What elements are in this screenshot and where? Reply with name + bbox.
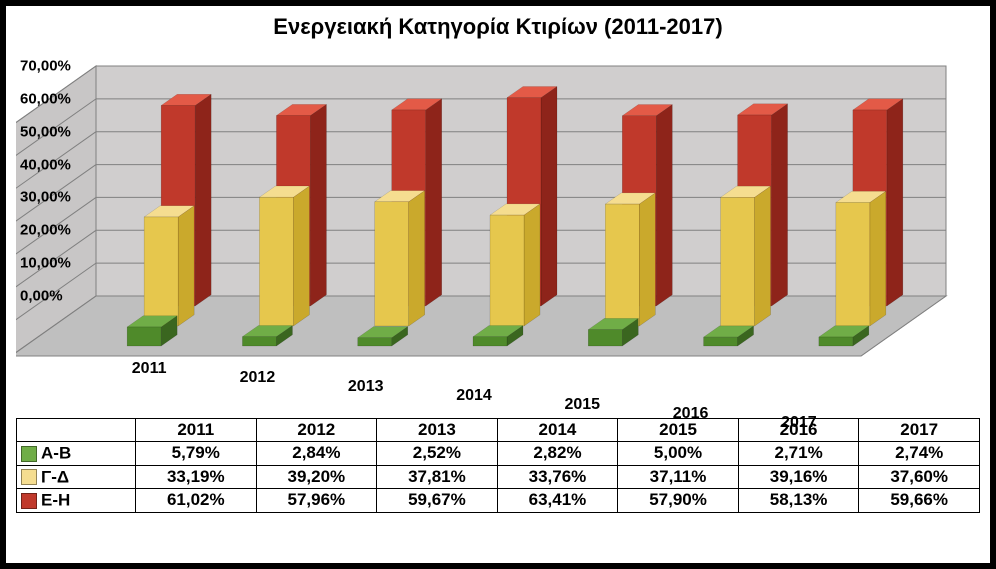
x-category-label: 2015 <box>547 396 617 414</box>
x-category-label: 2013 <box>331 378 401 396</box>
table-row: Α-Β 5,79%2,84%2,52%2,82%5,00%2,71%2,74% <box>17 442 980 466</box>
table-corner <box>17 419 136 442</box>
table-cell: 59,66% <box>859 489 980 513</box>
table-col-header: 2011 <box>136 419 257 442</box>
table-cell: 2,74% <box>859 442 980 466</box>
table-cell: 37,81% <box>377 465 498 489</box>
legend-swatch-icon <box>21 446 37 462</box>
table-col-header: 2013 <box>377 419 498 442</box>
x-category-label: 2012 <box>222 369 292 387</box>
data-table: 2011 2012 2013 2014 2015 2016 2017 Α-Β 5,… <box>16 418 980 513</box>
table-cell: 2,52% <box>377 442 498 466</box>
y-tick-label: 70,00% <box>20 58 71 75</box>
x-category-label: 2011 <box>114 360 184 378</box>
table-cell: 61,02% <box>136 489 257 513</box>
table-cell: 37,60% <box>859 465 980 489</box>
chart-title: Ενεργειακή Κατηγορία Κτιρίων (2011-2017) <box>16 14 980 40</box>
table-cell: 5,79% <box>136 442 257 466</box>
series-label-cell: Α-Β <box>17 442 136 466</box>
table-row: Γ-Δ 33,19%39,20%37,81%33,76%37,11%39,16%3… <box>17 465 980 489</box>
table-cell: 33,76% <box>497 465 618 489</box>
x-category-label: 2017 <box>764 414 834 432</box>
y-tick-label: 20,00% <box>20 222 71 239</box>
chart-3d-area: 0,00% 10,00% 20,00% 30,00% 40,00% 50,00% 60,00… <box>16 46 980 416</box>
table-col-header: 2014 <box>497 419 618 442</box>
table-cell: 37,11% <box>618 465 739 489</box>
legend-swatch-icon <box>21 469 37 485</box>
chart-frame: Ενεργειακή Κατηγορία Κτιρίων (2011-2017)… <box>0 0 996 569</box>
y-tick-label: 60,00% <box>20 90 71 107</box>
table-cell: 58,13% <box>738 489 859 513</box>
table-cell: 2,84% <box>256 442 377 466</box>
table-cell: 57,96% <box>256 489 377 513</box>
table-cell: 33,19% <box>136 465 257 489</box>
x-category-label: 2016 <box>656 405 726 423</box>
y-tick-label: 30,00% <box>20 189 71 206</box>
legend-label: Γ-Δ <box>41 467 69 486</box>
table-cell: 57,90% <box>618 489 739 513</box>
y-tick-label: 40,00% <box>20 156 71 173</box>
table-cell: 39,20% <box>256 465 377 489</box>
series-label-cell: Ε-Η <box>17 489 136 513</box>
table-cell: 2,71% <box>738 442 859 466</box>
y-tick-label: 0,00% <box>20 288 63 305</box>
table-cell: 59,67% <box>377 489 498 513</box>
table-col-header: 2012 <box>256 419 377 442</box>
y-tick-label: 10,00% <box>20 255 71 272</box>
legend-label: Ε-Η <box>41 491 70 510</box>
x-category-label: 2014 <box>439 387 509 405</box>
series-label-cell: Γ-Δ <box>17 465 136 489</box>
table-cell: 5,00% <box>618 442 739 466</box>
table-cell: 2,82% <box>497 442 618 466</box>
table-cell: 63,41% <box>497 489 618 513</box>
table-header-row: 2011 2012 2013 2014 2015 2016 2017 <box>17 419 980 442</box>
table-cell: 39,16% <box>738 465 859 489</box>
y-tick-label: 50,00% <box>20 123 71 140</box>
table-col-header: 2017 <box>859 419 980 442</box>
legend-label: Α-Β <box>41 444 71 463</box>
legend-swatch-icon <box>21 493 37 509</box>
table-row: Ε-Η 61,02%57,96%59,67%63,41%57,90%58,13%5… <box>17 489 980 513</box>
